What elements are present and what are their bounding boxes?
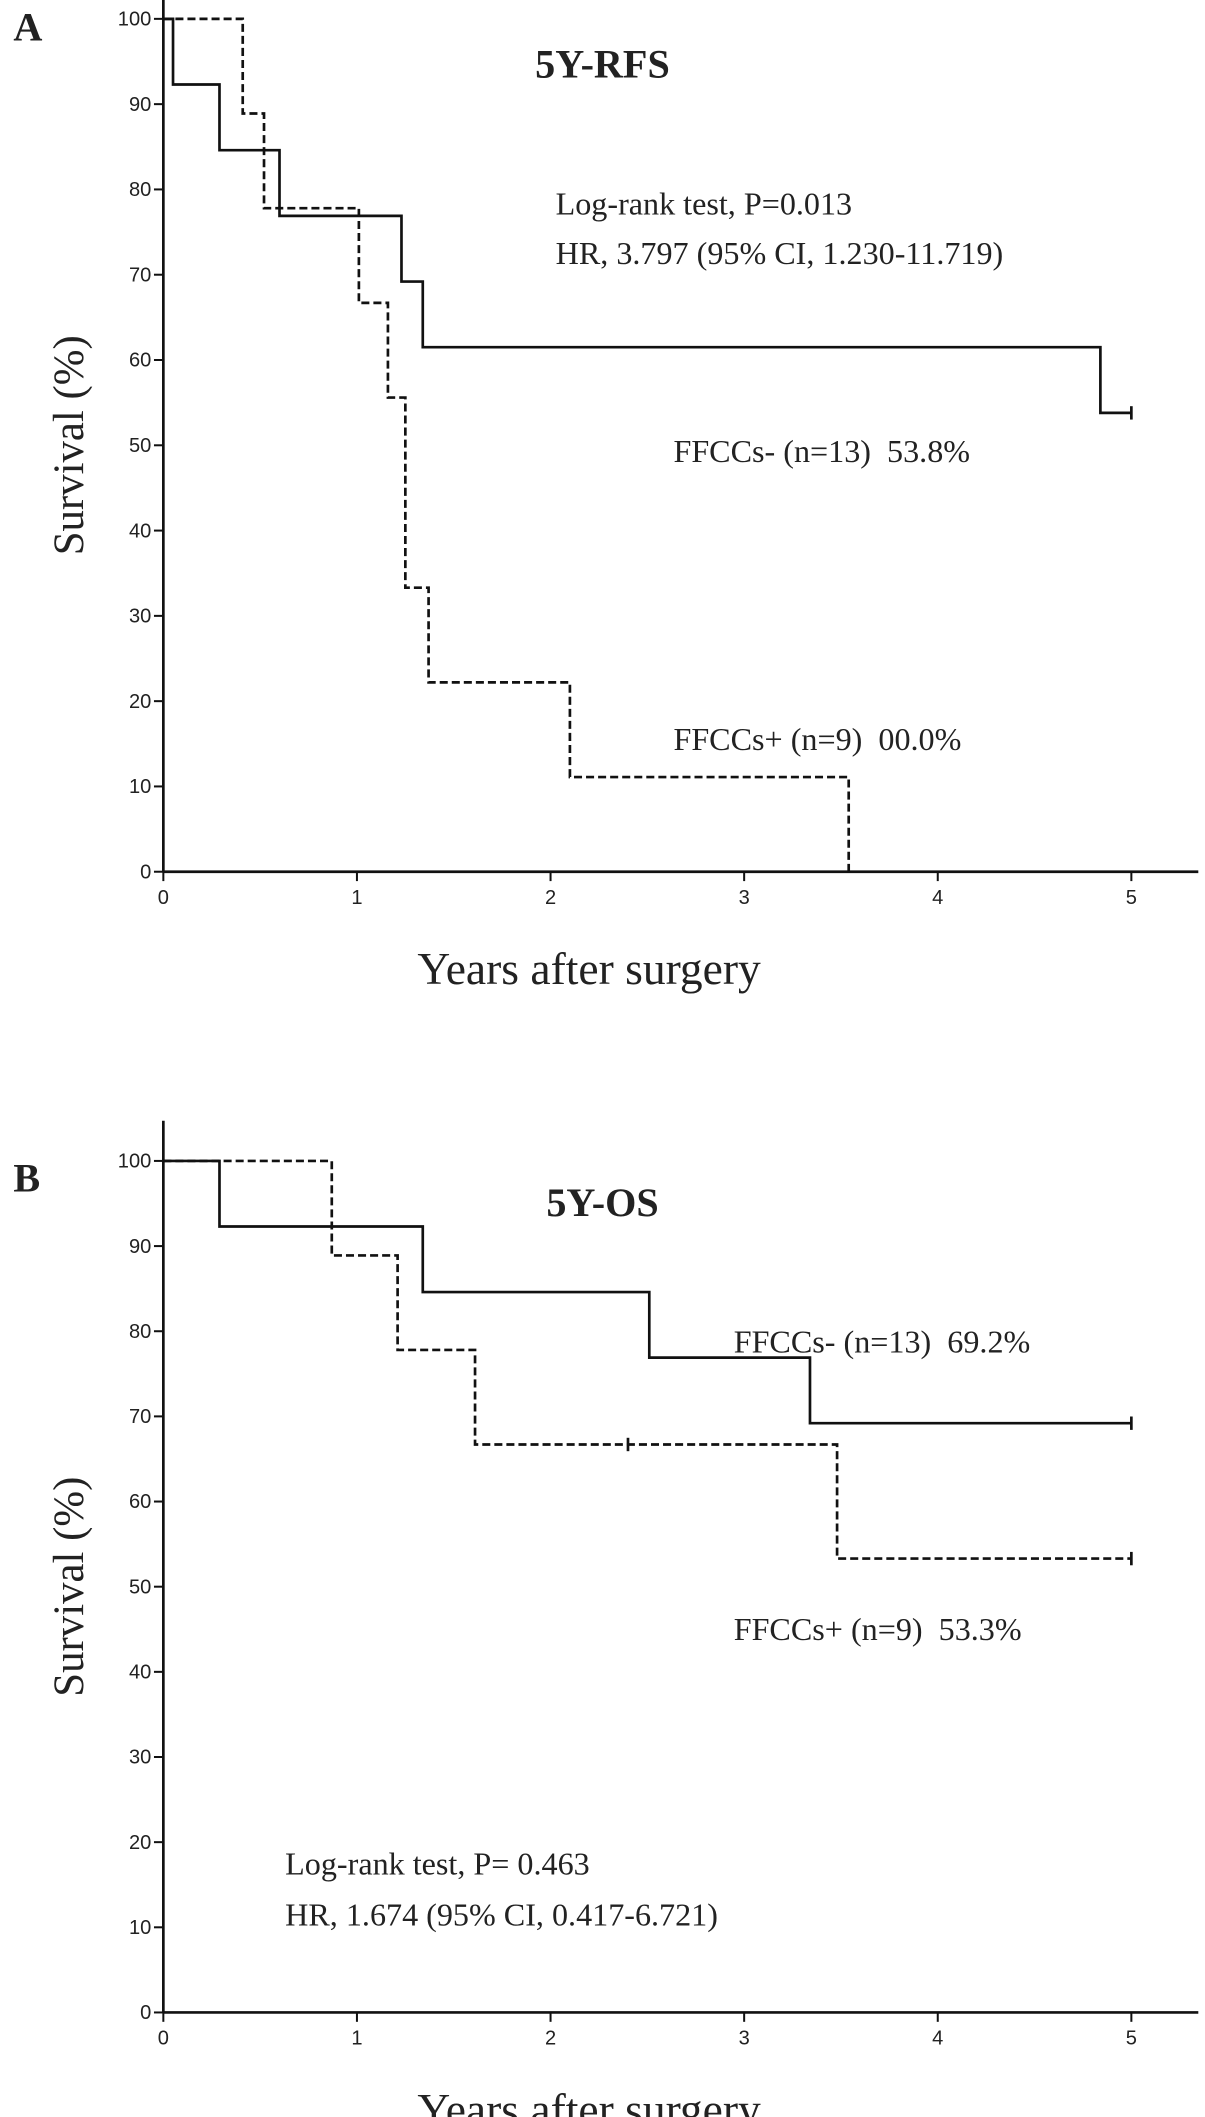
x-axis-label: Years after surgery [417,2084,761,2117]
x-tick-label: 0 [158,887,169,909]
x-tick-label: 4 [932,887,943,909]
panel-label: B [13,1156,40,1201]
x-tick-label: 5 [1126,887,1137,909]
x-tick-label: 1 [351,2028,362,2050]
ffccs-negative-curve [163,1159,1132,1425]
ffccs-positive-curve [163,1159,1132,1560]
series-label: FFCCs+ (n=9) 53.3% [734,1611,1022,1647]
y-tick-label: 0 [140,861,151,883]
x-tick-label: 2 [545,887,556,909]
hazard-ratio-annotation: HR, 3.797 (95% CI, 1.230-11.719) [556,235,1004,271]
y-tick-label: 30 [129,1747,151,1769]
panel-label: A [13,4,42,49]
x-tick-label: 4 [932,2028,943,2050]
chart-title: 5Y-OS [546,1180,658,1225]
y-tick-label: 60 [129,1491,151,1513]
x-axis-label: Years after surgery [417,943,761,994]
hazard-ratio-annotation: HR, 1.674 (95% CI, 0.417-6.721) [285,1896,718,1932]
y-axis-label: Survival (%) [46,335,93,555]
ffccs-negative-curve [163,17,1132,415]
x-tick-label: 3 [739,2028,750,2050]
series-label: FFCCs+ (n=9) 00.0% [673,721,961,757]
y-tick-label: 90 [129,94,151,116]
y-tick-label: 50 [129,435,151,457]
x-tick-label: 2 [545,2028,556,2050]
y-axis-label: Survival (%) [46,1477,93,1697]
y-tick-label: 70 [129,264,151,286]
y-tick-label: 100 [118,1151,152,1173]
y-tick-label: 20 [129,1832,151,1854]
y-tick-label: 60 [129,350,151,372]
y-tick-label: 10 [129,1917,151,1939]
y-tick-label: 100 [118,9,152,31]
y-tick-label: 30 [129,606,151,628]
y-tick-label: 50 [129,1576,151,1598]
y-tick-label: 40 [129,1662,151,1684]
panel-b: 0 10 20 30 40 50 60 70 80 90 100 0 1 2 3 4 5 B 5Y-OS Years … [13,1120,1199,2117]
y-tick-label: 40 [129,520,151,542]
x-tick-label: 1 [351,887,362,909]
x-tick-label: 3 [739,887,750,909]
y-tick-label: 0 [140,2002,151,2024]
y-tick-label: 80 [129,1321,151,1343]
y-tick-label: 10 [129,776,151,798]
series-label: FFCCs- (n=13) 69.2% [734,1323,1031,1359]
y-tick-label: 20 [129,691,151,713]
log-rank-annotation: Log-rank test, P= 0.463 [285,1846,590,1882]
y-tick-label: 70 [129,1406,151,1428]
y-tick-label: 90 [129,1236,151,1258]
x-tick-label: 5 [1126,2028,1137,2050]
series-label: FFCCs- (n=13) 53.8% [673,433,970,469]
chart-title: 5Y-RFS [535,42,670,87]
panel-a: 0 10 20 30 40 50 60 70 80 90 100 0 1 2 3 4 5 A 5Y-RFS Years… [13,0,1199,994]
ffccs-positive-curve [163,17,851,872]
log-rank-annotation: Log-rank test, P=0.013 [556,185,853,221]
x-tick-label: 0 [158,2028,169,2050]
y-tick-label: 80 [129,179,151,201]
